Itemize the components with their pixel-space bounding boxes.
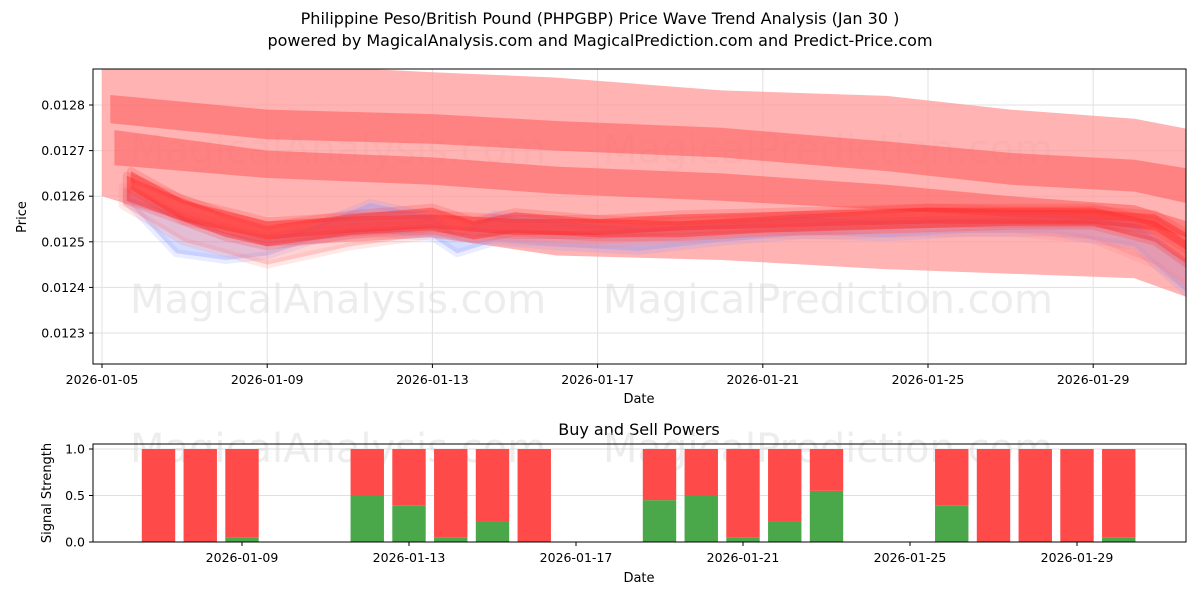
sell-bar (977, 449, 1010, 542)
buy-bar (392, 506, 425, 542)
price-y-tick-label: 0.0126 (41, 189, 85, 204)
buy-bar (351, 496, 384, 543)
price-x-tick-label: 2026-01-13 (396, 372, 469, 387)
price-y-tick-label: 0.0124 (41, 280, 85, 295)
sell-bar (768, 449, 801, 522)
price-x-tick-label: 2026-01-21 (726, 372, 799, 387)
signal-x-axis: 2026-01-09 2026-01-13 2026-01-17 2026-01-21… (206, 542, 1114, 565)
buy-bar (476, 522, 509, 542)
buy-bar (685, 496, 718, 543)
buy-bar (726, 537, 759, 542)
signal-x-tick-label: 2026-01-25 (874, 550, 947, 565)
signal-x-tick-label: 2026-01-21 (707, 550, 780, 565)
price-x-tick-label: 2026-01-05 (66, 372, 139, 387)
price-plot-area: MagicalAnalysis.com MagicalPrediction.co… (15, 54, 1200, 407)
sell-bar (935, 449, 968, 506)
price-y-axis: 0.0123 0.0124 0.0125 0.0126 0.0127 0.0128 (41, 98, 93, 341)
sell-bar (685, 449, 718, 496)
signal-y-tick-label: 0.0 (65, 535, 85, 550)
sell-bar (1060, 449, 1093, 542)
price-x-tick-label: 2026-01-29 (1057, 372, 1130, 387)
signal-x-tick-label: 2026-01-29 (1041, 550, 1114, 565)
price-x-axis-label: Date (623, 392, 654, 407)
buy-bar (810, 491, 843, 542)
signal-x-tick-label: 2026-01-09 (206, 550, 279, 565)
sell-bar (142, 449, 175, 542)
signal-y-tick-label: 0.5 (65, 488, 85, 503)
price-x-tick-label: 2026-01-25 (892, 372, 965, 387)
buy-bar (1102, 537, 1135, 542)
signal-x-tick-label: 2026-01-13 (373, 550, 446, 565)
price-x-tick-label: 2026-01-17 (561, 372, 634, 387)
buy-bar (225, 537, 258, 542)
sell-bar (1019, 449, 1052, 542)
buy-bar (935, 506, 968, 542)
sell-bar (476, 449, 509, 522)
sell-bar (643, 449, 676, 500)
signal-y-axis: 0.0 0.5 1.0 (65, 442, 93, 550)
watermark-prediction-mid: MagicalPrediction.com (603, 277, 1053, 323)
buy-bar (434, 537, 467, 542)
price-x-tick-label: 2026-01-09 (231, 372, 304, 387)
watermark-analysis-mid: MagicalAnalysis.com (130, 277, 546, 323)
price-wave-chart: MagicalAnalysis.com MagicalPrediction.co… (0, 0, 1200, 600)
price-y-axis-label: Price (15, 201, 30, 233)
signal-x-tick-label: 2026-01-17 (540, 550, 613, 565)
sell-bar (392, 449, 425, 506)
price-y-tick-label: 0.0128 (41, 98, 85, 113)
sell-bar (225, 449, 258, 537)
price-y-tick-label: 0.0127 (41, 143, 85, 158)
price-y-tick-label: 0.0123 (41, 326, 85, 341)
sell-bar (434, 449, 467, 537)
sell-bar (351, 449, 384, 496)
signal-y-tick-label: 1.0 (65, 442, 85, 457)
sell-bar (184, 449, 217, 542)
sell-bar (726, 449, 759, 537)
signal-y-axis-label: Signal Strength (40, 443, 55, 543)
buy-bar (643, 500, 676, 542)
buy-bar (768, 522, 801, 542)
sell-bar (1102, 449, 1135, 537)
price-x-axis: 2026-01-05 2026-01-09 2026-01-13 2026-01-17… (66, 364, 1130, 387)
signal-plot-area: Buy and Sell Powers MagicalAnalysis.com … (40, 420, 1186, 586)
sell-bar (810, 449, 843, 491)
sell-bar (518, 449, 551, 542)
signal-x-axis-label: Date (623, 571, 654, 586)
price-y-tick-label: 0.0125 (41, 234, 85, 249)
